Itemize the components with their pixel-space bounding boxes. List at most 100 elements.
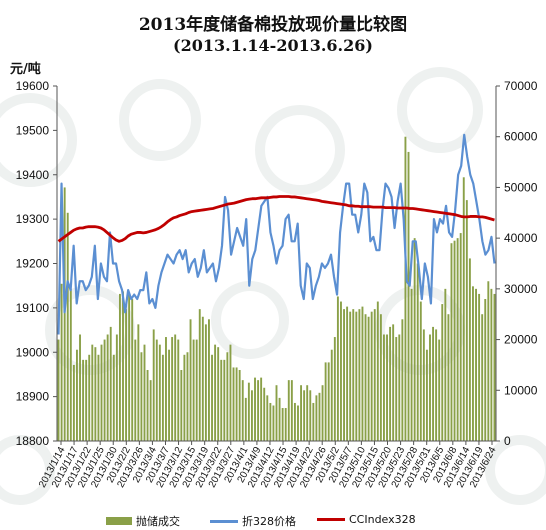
volume-bar xyxy=(201,316,204,441)
volume-bar xyxy=(361,306,364,441)
volume-bar xyxy=(85,359,88,441)
volume-bar xyxy=(82,359,85,441)
volume-bar xyxy=(376,301,379,441)
volume-bar xyxy=(333,337,336,441)
volume-bar xyxy=(235,367,238,441)
y-right-tick-label: 10000 xyxy=(504,383,538,397)
volume-bar xyxy=(223,359,226,441)
volume-bar xyxy=(128,293,131,441)
y-left-tick-label: 19300 xyxy=(16,212,50,226)
y-left-tick-label: 19500 xyxy=(16,123,50,137)
volume-bar xyxy=(91,344,94,441)
volume-bar xyxy=(57,339,60,441)
legend-item-price: 折328价格 xyxy=(210,513,296,529)
volume-bar xyxy=(284,408,287,441)
volume-bar xyxy=(204,324,207,441)
volume-bar xyxy=(140,352,143,441)
volume-bar xyxy=(487,281,490,441)
y-left-tick-label: 18900 xyxy=(16,390,50,404)
volume-bar xyxy=(287,380,290,441)
volume-bar xyxy=(444,288,447,441)
volume-bar xyxy=(266,395,269,441)
volume-bar xyxy=(269,402,272,441)
volume-bar xyxy=(112,354,115,441)
volume-bar xyxy=(419,301,422,441)
volume-bar xyxy=(260,377,263,441)
legend: 抛储成交 折328价格 CCIndex328 xyxy=(0,513,546,529)
volume-bar xyxy=(186,352,189,441)
volume-bar xyxy=(364,314,367,441)
volume-bar xyxy=(158,344,161,441)
volume-bar xyxy=(69,288,72,441)
volume-bar xyxy=(401,319,404,441)
volume-bar xyxy=(367,316,370,441)
volume-bar xyxy=(149,380,152,441)
volume-bar xyxy=(183,354,186,441)
volume-bar xyxy=(214,344,217,441)
volume-bar xyxy=(422,329,425,441)
volume-bar xyxy=(189,319,192,441)
y-right-tick-label: 40000 xyxy=(504,231,538,245)
volume-bar xyxy=(106,334,109,441)
volume-bar xyxy=(297,405,299,441)
volume-bar xyxy=(462,177,465,442)
volume-bar xyxy=(392,324,395,441)
legend-item-volume: 抛储成交 xyxy=(106,513,180,529)
y-left-tick-label: 18800 xyxy=(16,434,50,448)
watermark-swirl xyxy=(0,435,55,505)
volume-bar xyxy=(472,286,474,441)
volume-bar xyxy=(293,402,296,441)
volume-bar xyxy=(438,339,441,441)
bar-series-layer xyxy=(57,136,496,442)
volume-bar xyxy=(257,380,260,441)
volume-bar xyxy=(244,397,247,441)
volume-bar xyxy=(425,349,428,441)
volume-bar xyxy=(122,291,124,441)
volume-bar xyxy=(373,309,376,441)
volume-bar xyxy=(484,299,487,441)
volume-bar xyxy=(63,187,66,441)
volume-bar xyxy=(241,380,244,441)
volume-bar xyxy=(379,314,382,441)
volume-bar xyxy=(60,283,63,441)
volume-bar xyxy=(468,258,471,441)
volume-bar xyxy=(250,390,253,441)
volume-bar xyxy=(465,200,468,441)
volume-bar xyxy=(321,385,324,441)
y-right-tick-label: 0 xyxy=(504,434,511,448)
volume-bar xyxy=(168,349,170,441)
volume-bar xyxy=(247,382,250,441)
volume-bar xyxy=(174,334,177,441)
watermark-swirl xyxy=(119,79,201,161)
volume-bar xyxy=(330,349,333,441)
axes-layer: 18800 18900 19000 19100 19200 19300 19400 19500… xyxy=(16,79,538,490)
volume-bar xyxy=(88,354,91,441)
watermark-swirl xyxy=(211,281,289,359)
volume-bar xyxy=(386,334,388,441)
volume-bar xyxy=(143,344,146,441)
volume-bar xyxy=(131,299,134,441)
volume-bar xyxy=(254,377,256,441)
volume-bar xyxy=(413,238,416,441)
volume-bar xyxy=(137,324,140,441)
cci-line xyxy=(57,195,495,243)
volume-bar xyxy=(410,288,413,441)
volume-bar xyxy=(281,408,284,441)
chart-subtitle: (2013.1.14-2013.6.26) xyxy=(173,36,373,55)
volume-bar xyxy=(441,304,444,441)
volume-bar xyxy=(134,339,137,441)
volume-bar xyxy=(343,309,345,441)
legend-swatch-price xyxy=(210,519,238,523)
volume-bar xyxy=(416,263,419,441)
chart-title: 2013年度储备棉投放现价量比较图 xyxy=(138,15,408,35)
volume-bar xyxy=(115,334,118,441)
volume-bar xyxy=(300,385,303,441)
volume-bar xyxy=(232,367,235,441)
volume-bar xyxy=(349,311,352,441)
volume-bar xyxy=(275,385,278,441)
volume-bar xyxy=(146,370,149,441)
volume-bar xyxy=(352,309,355,441)
volume-bar xyxy=(459,233,462,441)
watermark-swirl xyxy=(397,67,483,153)
